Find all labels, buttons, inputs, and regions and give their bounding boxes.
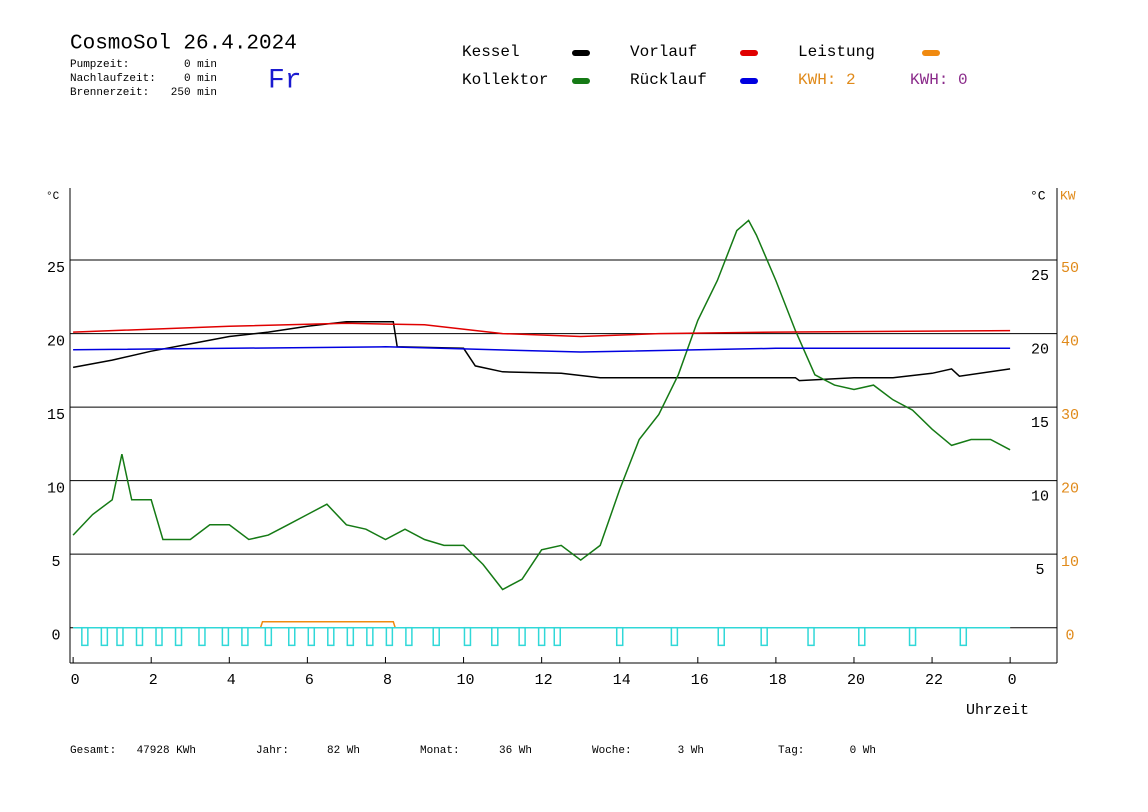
x-tick-label: 14 bbox=[613, 672, 631, 689]
pump-pulse bbox=[858, 626, 866, 647]
y-tick-label: 25 bbox=[47, 260, 65, 277]
pump-pulse bbox=[174, 626, 183, 647]
pump-pulse bbox=[463, 626, 472, 647]
footer-value: 47928 KWh bbox=[137, 745, 196, 757]
series-line bbox=[73, 621, 1011, 629]
pump-pulse bbox=[81, 626, 89, 647]
pump-pulse bbox=[366, 626, 374, 647]
x-tick-label: 8 bbox=[383, 672, 392, 689]
series-line bbox=[73, 346, 1011, 353]
footer-value: 3 Wh bbox=[678, 745, 704, 757]
x-tick-label: 0 bbox=[1008, 672, 1017, 689]
kwh-label: KWH: 2 bbox=[798, 71, 856, 89]
y-tick-label-right: 5 bbox=[1035, 562, 1044, 579]
footer-value: 36 Wh bbox=[499, 745, 532, 757]
y-axis-label: °C bbox=[46, 191, 60, 203]
pump-pulse bbox=[264, 626, 273, 647]
pump-pulse bbox=[385, 626, 394, 647]
y-tick-label-right: 20 bbox=[1031, 342, 1049, 359]
pump-pulse bbox=[100, 626, 109, 647]
footer-label: Monat: bbox=[420, 745, 460, 757]
x-tick-label: 2 bbox=[149, 672, 158, 689]
info-label: Nachlaufzeit: bbox=[70, 73, 156, 85]
day-label: Fr bbox=[268, 65, 302, 96]
series-line bbox=[73, 322, 1011, 338]
pump-pulse bbox=[221, 626, 230, 647]
y-tick-label: 15 bbox=[47, 407, 65, 424]
info-value: 250 min bbox=[171, 87, 217, 99]
y-tick-label: 0 bbox=[51, 628, 60, 645]
series-line bbox=[72, 219, 1011, 591]
y2-axis-label-left: °C bbox=[1030, 188, 1046, 203]
footer-label: Jahr: bbox=[256, 745, 289, 757]
footer-label: Woche: bbox=[592, 745, 632, 757]
legend-label: Leistung bbox=[798, 43, 875, 61]
y-tick-label-right: 15 bbox=[1031, 415, 1049, 432]
pump-pulse bbox=[198, 626, 206, 647]
pump-pulse bbox=[288, 626, 296, 647]
x-tick-label: 6 bbox=[305, 672, 314, 689]
y-tick-label: 5 bbox=[51, 554, 60, 571]
y2-tick-label: 30 bbox=[1061, 407, 1079, 424]
x-tick-label: 0 bbox=[71, 672, 80, 689]
legend-label: Vorlauf bbox=[630, 43, 697, 61]
series-line bbox=[72, 321, 1011, 382]
footer-label: Gesamt: bbox=[70, 745, 116, 757]
pump-pulse bbox=[307, 626, 316, 647]
pump-pulse bbox=[807, 626, 815, 647]
pump-pulse bbox=[135, 626, 144, 647]
y2-tick-label: 40 bbox=[1061, 334, 1079, 351]
x-tick-label: 4 bbox=[227, 672, 236, 689]
pump-pulse bbox=[327, 626, 335, 647]
info-label: Pumpzeit: bbox=[70, 59, 129, 71]
x-tick-label: 18 bbox=[769, 672, 787, 689]
y2-tick-label: 10 bbox=[1061, 554, 1079, 571]
y2-axis-label: KW bbox=[1060, 188, 1076, 203]
y2-tick-label: 50 bbox=[1061, 260, 1079, 277]
pump-pulse bbox=[491, 626, 499, 647]
legend-label: Rücklauf bbox=[630, 71, 707, 89]
pump-pulse bbox=[116, 626, 124, 647]
pump-pulse bbox=[670, 626, 679, 647]
y2-tick-label: 0 bbox=[1065, 628, 1074, 645]
x-tick-label: 20 bbox=[847, 672, 865, 689]
y-tick-label-right: 25 bbox=[1031, 268, 1049, 285]
x-tick-label: 12 bbox=[535, 672, 553, 689]
x-tick-label: 22 bbox=[925, 672, 943, 689]
footer-value: 0 Wh bbox=[850, 745, 876, 757]
pump-pulse bbox=[717, 626, 725, 647]
x-tick-label: 10 bbox=[457, 672, 475, 689]
footer-value: 82 Wh bbox=[327, 745, 360, 757]
pump-pulse bbox=[518, 626, 526, 647]
legend-label: Kessel bbox=[462, 43, 520, 61]
pump-pulse bbox=[959, 626, 968, 647]
chart-title: CosmoSol 26.4.2024 bbox=[70, 33, 297, 56]
y-tick-label: 10 bbox=[47, 481, 65, 498]
pump-pulse bbox=[155, 626, 163, 647]
pump-pulse bbox=[346, 626, 355, 647]
info-value: 0 min bbox=[184, 73, 217, 85]
pump-pulse bbox=[553, 626, 562, 647]
pump-pulse bbox=[908, 626, 917, 647]
x-axis-label: Uhrzeit bbox=[966, 702, 1029, 719]
pump-pulse bbox=[405, 626, 413, 647]
info-label: Brennerzeit: bbox=[70, 87, 149, 99]
x-tick-label: 16 bbox=[691, 672, 709, 689]
pump-pulse bbox=[241, 626, 249, 647]
legend-label: Kollektor bbox=[462, 71, 548, 89]
pump-pulse bbox=[537, 626, 546, 647]
kwh-label: KWH: 0 bbox=[910, 71, 968, 89]
pump-pulse bbox=[615, 626, 624, 647]
info-value: 0 min bbox=[184, 59, 217, 71]
pump-pulse bbox=[432, 626, 440, 647]
footer-label: Tag: bbox=[778, 745, 804, 757]
y-tick-label: 20 bbox=[47, 334, 65, 351]
y-tick-label-right: 10 bbox=[1031, 489, 1049, 506]
pump-pulse bbox=[760, 626, 768, 647]
y2-tick-label: 20 bbox=[1061, 481, 1079, 498]
